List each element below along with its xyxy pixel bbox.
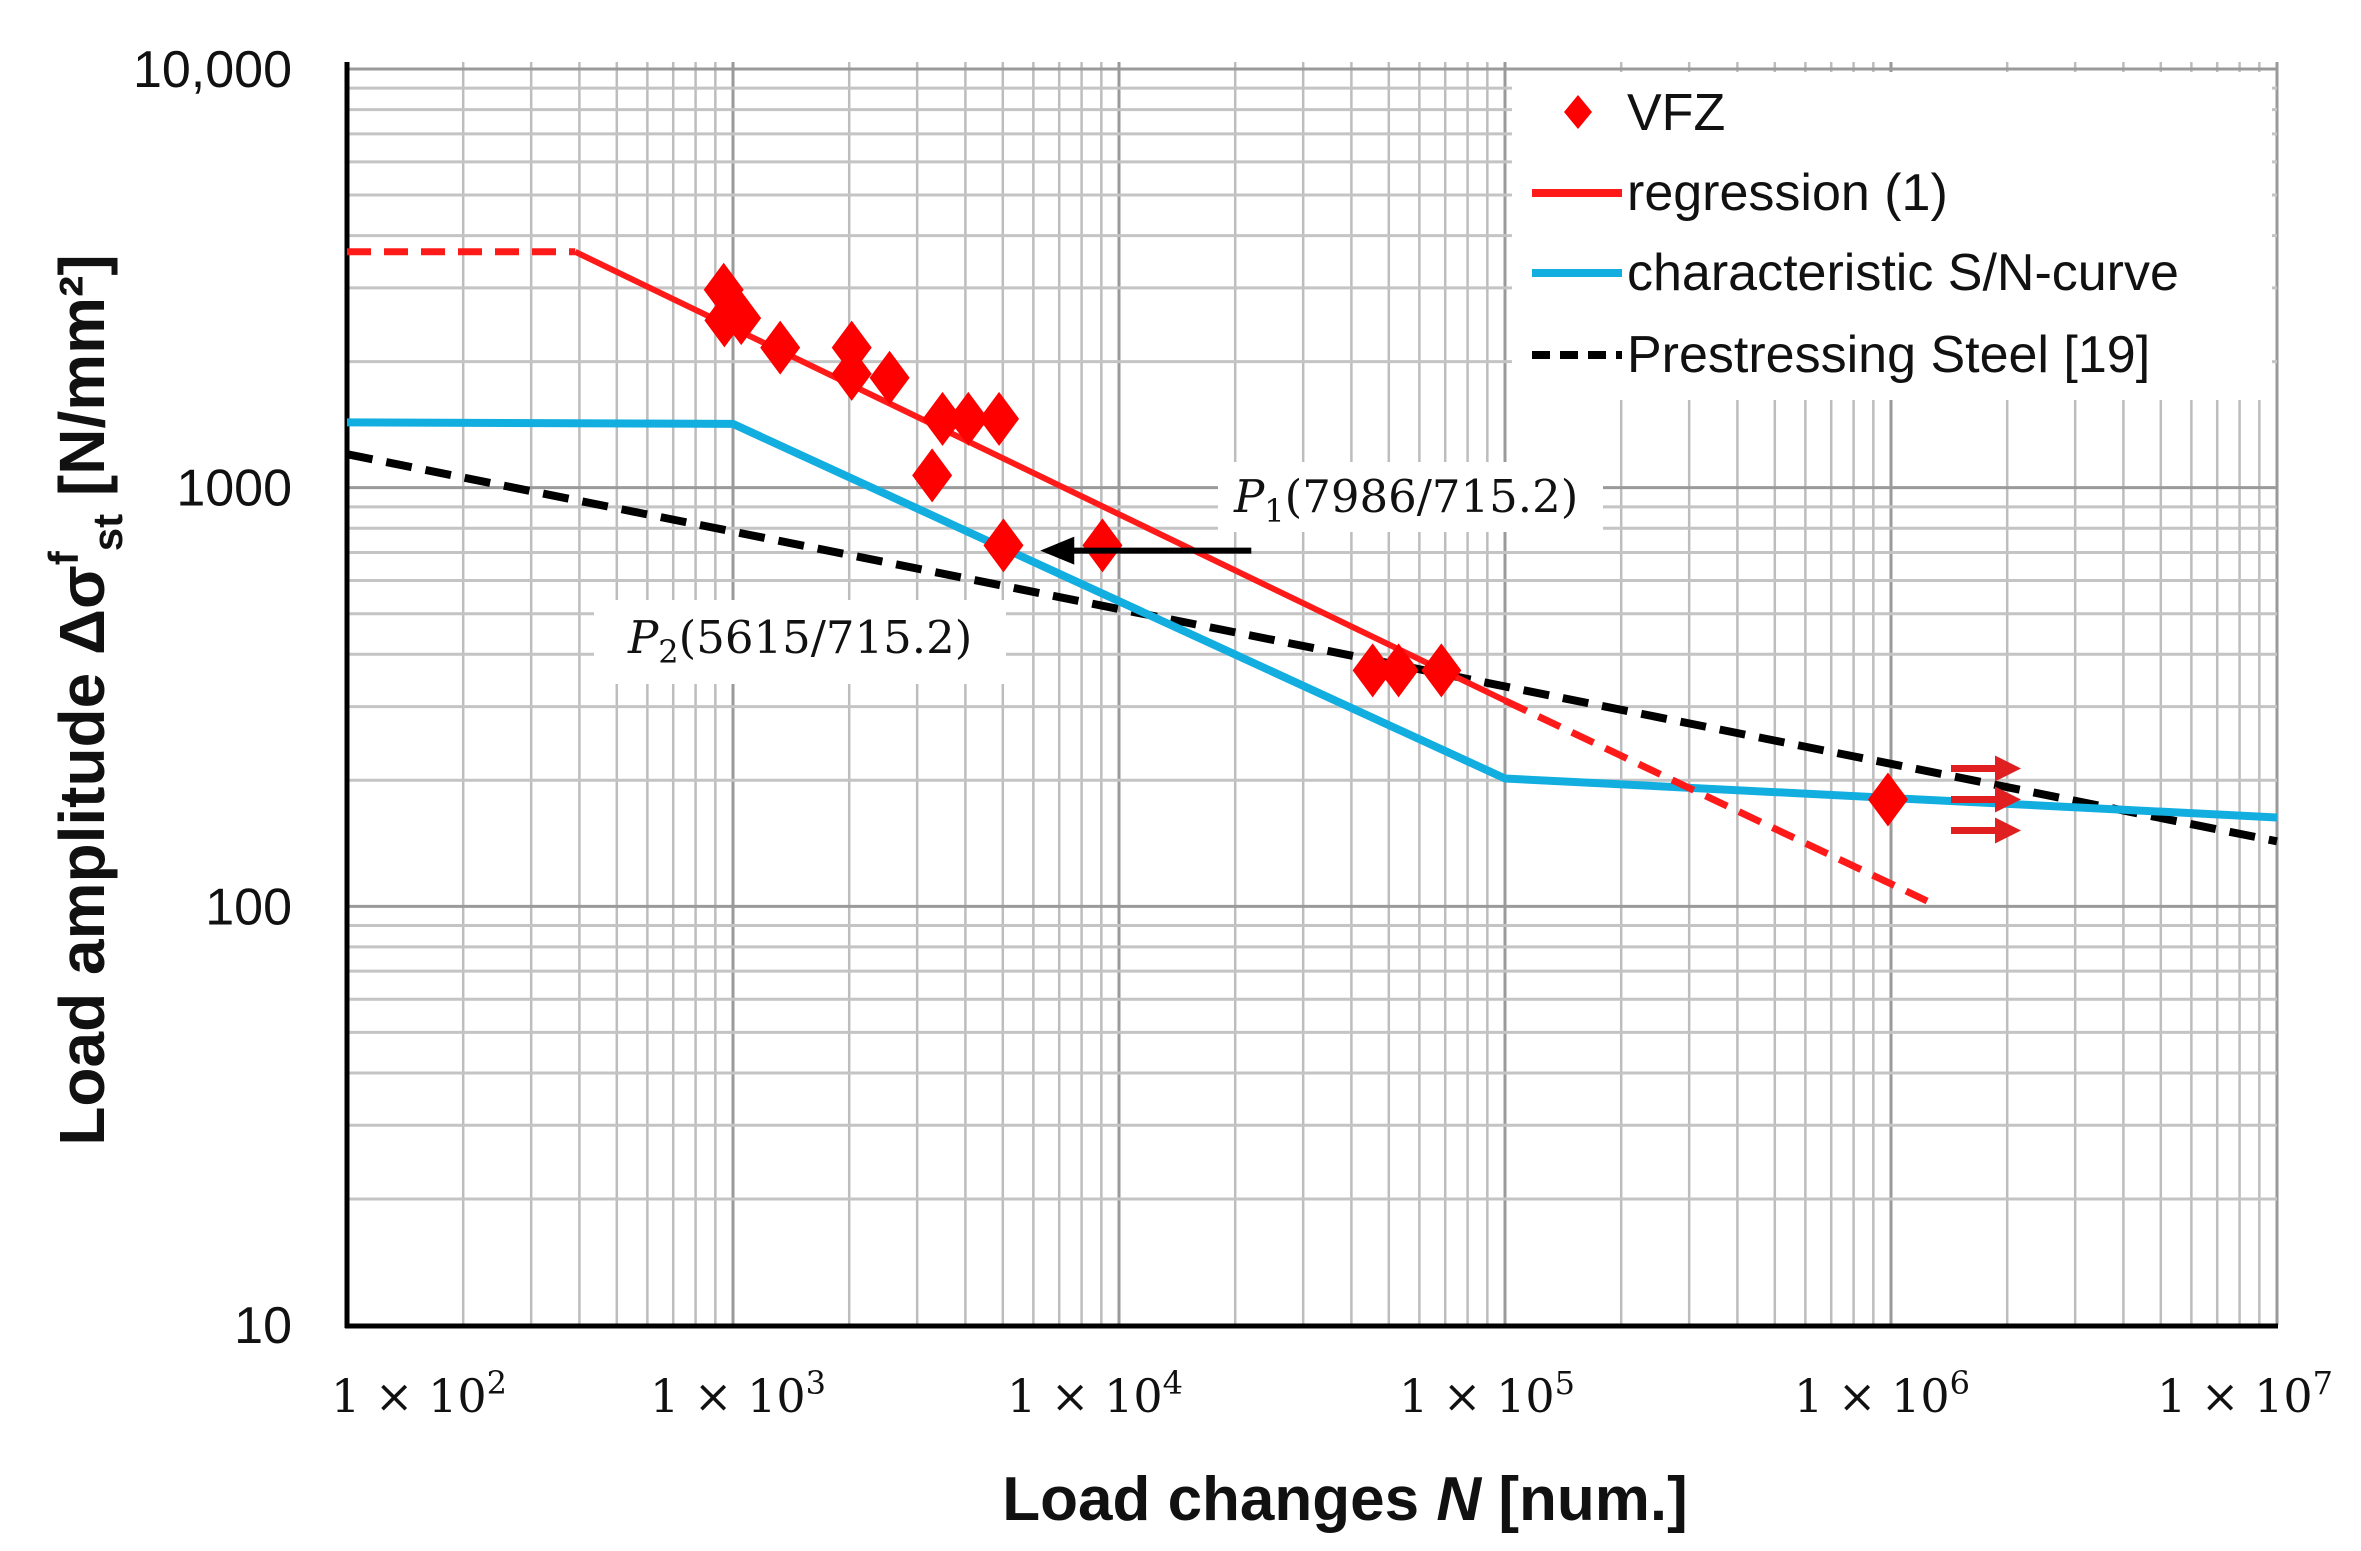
x-axis-title: Load changes N [num.] — [1002, 1465, 1688, 1534]
arrow-head-icon — [1040, 536, 1075, 565]
p2-annotation: P2(5615/715.2) — [627, 611, 972, 671]
x-tick-label: 1 × 103 — [650, 1364, 826, 1423]
vfz-data-point — [983, 518, 1024, 573]
regression-extension-dashed — [1503, 697, 1929, 905]
runout-arrow-head-icon — [1995, 817, 2021, 844]
y-tick-label: 100 — [205, 878, 292, 936]
legend-regression-label: regression (1) — [1627, 164, 1948, 222]
x-tick-label: 1 × 107 — [2157, 1364, 2333, 1423]
legend: VFZ regression (1) characteristic S/N-cu… — [1512, 72, 2272, 400]
x-tick-label: 1 × 105 — [1399, 1364, 1575, 1423]
p1-annotation: P1(7986/715.2) — [1233, 470, 1578, 530]
vfz-data-point — [760, 320, 801, 375]
grid — [347, 62, 2279, 1325]
arrows-layer — [1040, 536, 2021, 844]
vfz-data-point — [922, 391, 963, 446]
y-tick-label: 10 — [234, 1297, 292, 1355]
p2-label-background — [594, 600, 1006, 684]
legend-characteristic-label: characteristic S/N-curve — [1627, 244, 2179, 302]
x-tick-label: 1 × 102 — [331, 1364, 507, 1423]
y-tick-label: 1000 — [176, 460, 292, 518]
prestressing-steel-line — [346, 450, 2278, 846]
vfz-data-point — [721, 291, 762, 346]
vfz-data-point — [1421, 643, 1462, 698]
x-tick-label: 1 × 106 — [1794, 1364, 1970, 1423]
x-tick-label: 1 × 104 — [1007, 1364, 1183, 1423]
legend-box — [1512, 72, 2272, 400]
axes — [344, 62, 2278, 1329]
runout-arrow-head-icon — [1995, 786, 2021, 813]
vfz-data-point — [1378, 643, 1419, 698]
vfz-data-point — [869, 350, 910, 405]
y-axis-title: Load amplitude Δσfst [N/mm²] — [40, 254, 131, 1145]
vfz-data-point — [1352, 643, 1393, 698]
p1-label-background — [1218, 462, 1603, 532]
vfz-points — [703, 262, 1908, 827]
vfz-data-point — [1867, 772, 1908, 827]
legend-vfz-label: VFZ — [1627, 84, 1725, 142]
vfz-data-point — [948, 391, 989, 446]
vfz-data-point — [831, 346, 872, 401]
vfz-data-point — [912, 448, 953, 503]
runout-arrow-head-icon — [1995, 755, 2021, 782]
x-tick-labels: 1 × 102 1 × 103 1 × 104 1 × 105 1 × 106 1 × 1… — [331, 1364, 2333, 1423]
vfz-data-point — [979, 391, 1020, 446]
y-tick-labels: 10,000 1000 100 10 — [133, 41, 292, 1355]
vfz-data-point — [1082, 518, 1123, 573]
y-tick-label: 10,000 — [133, 41, 292, 99]
legend-vfz-diamond-icon — [1564, 95, 1592, 129]
legend-prestressing-label: Prestressing Steel [19] — [1627, 326, 2150, 384]
